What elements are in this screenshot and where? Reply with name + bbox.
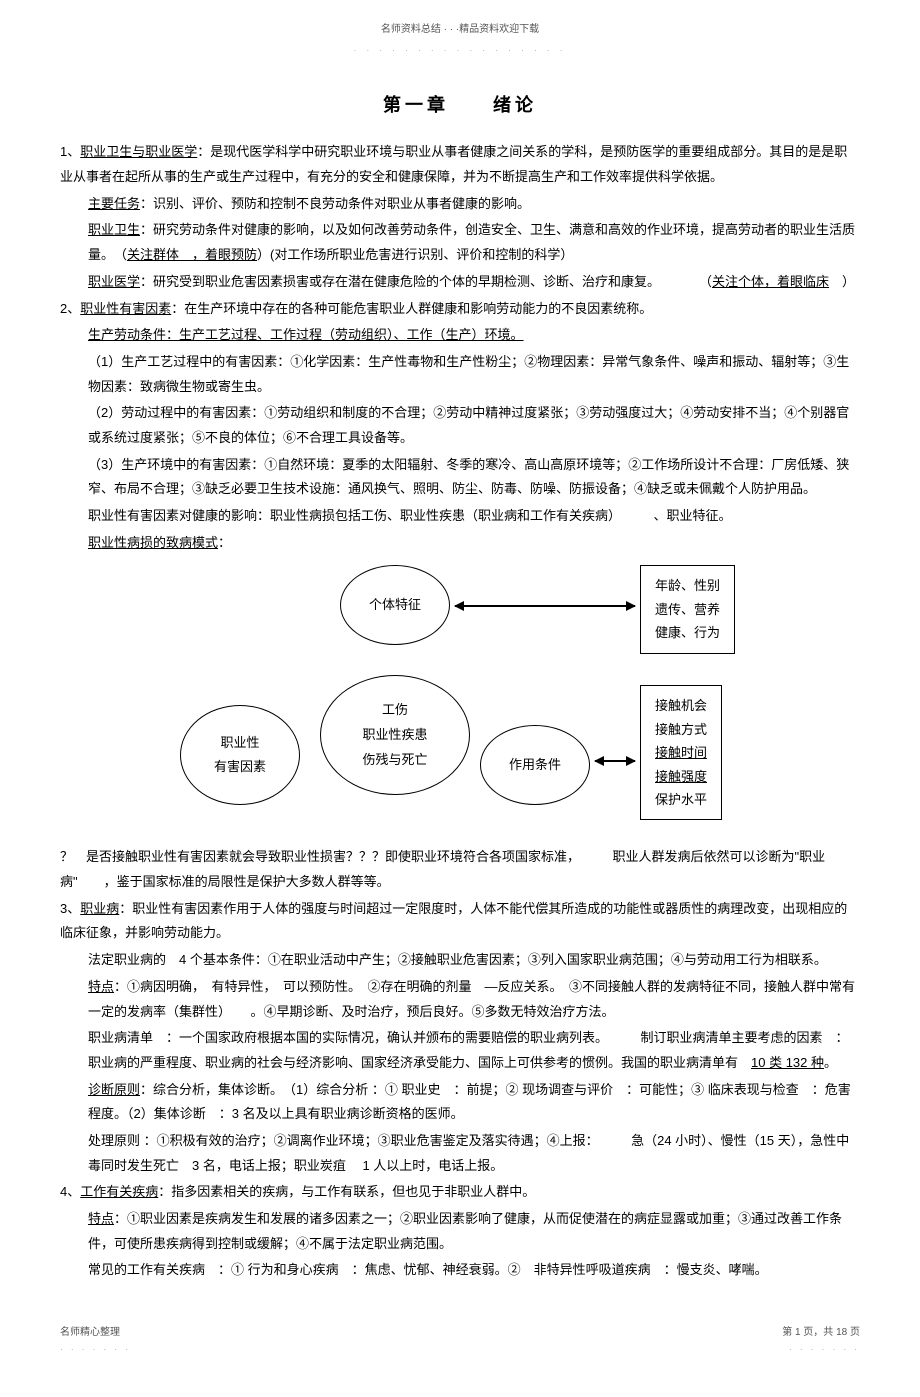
s1-main-task-label: 主要任务 (88, 196, 140, 211)
c-factor-l2: 有害因素 (214, 755, 266, 780)
circle-factor: 职业性 有害因素 (180, 705, 300, 805)
circle-individual: 个体特征 (340, 565, 450, 645)
s3-list1: 职业病清单 ：一个国家政府根据本国的实际情况，确认并颁布的需要赔偿的职业病列表。… (88, 1030, 849, 1070)
section4: 4、工作有关疾病：指多因素相关的疾病，与工作有联系，但也见于非职业人群中。 (60, 1180, 860, 1205)
box2-l4: 接触强度 (655, 765, 707, 788)
s2-cond: 生产劳动条件：生产工艺过程、工作过程（劳动组织）、工作（生产）环境。 (60, 323, 860, 348)
s3-treat: 处理原则 ：①积极有效的治疗；②调离作业环境；③职业危害鉴定及落实待遇；④上报：… (60, 1129, 860, 1178)
s4-feat-text: ：①职业因素是疾病发生和发展的诸多因素之一；②职业因素影响了健康，从而促使潜在的… (88, 1211, 842, 1251)
box-attributes: 年龄、性别 遗传、营养 健康、行为 (640, 565, 735, 653)
s3-feat: 特点：①病因明确， 有特异性， 可以预防性。 ②存在明确的剂量 —反应关系。 ③… (60, 975, 860, 1024)
s1-om-t1: ：研究受到职业危害因素损害或存在潜在健康危险的个体的早期检测、诊断、治疗和康复。… (140, 274, 712, 289)
s4-term: 工作有关疾病 (80, 1184, 158, 1199)
s4-feat: 特点：①职业因素是疾病发生和发展的诸多因素之一；②职业因素影响了健康，从而促使潜… (60, 1207, 860, 1256)
s2-model-colon: ： (218, 535, 231, 550)
s2-model-label: 职业性病损的致病模式 (88, 535, 218, 550)
arrow-condition-box2 (595, 760, 635, 762)
s1-oh-u1: 关注群体 ，着眼预防 (127, 247, 257, 262)
box2-l5: 保护水平 (655, 788, 707, 811)
s4-common: 常见的工作有关疾病 ：① 行为和身心疾病 ：焦虑、忧郁、神经衰弱。② 非特异性呼… (60, 1258, 860, 1283)
footer-left: 名师精心整理 (60, 1323, 131, 1342)
s1-om-u1: 关注个体，着眼临床 (712, 274, 829, 289)
s3-list: 职业病清单 ：一个国家政府根据本国的实际情况，确认并颁布的需要赔偿的职业病列表。… (60, 1026, 860, 1075)
s1-oh-label: 职业卫生 (88, 222, 140, 237)
s1-main-task-text: ：识别、评价、预防和控制不良劳动条件对职业从事者健康的影响。 (140, 196, 530, 211)
box2-l1: 接触机会 (655, 694, 707, 717)
s2-cond-u: ：生产工艺过程、工作过程（劳动组织）、工作（生产）环境。 (166, 327, 524, 342)
circle-injury: 工伤 职业性疾患 伤残与死亡 (320, 675, 470, 795)
s2-cond-label: 生产劳动条件 (88, 327, 166, 342)
footer-right: 第 1 页，共 18 页 (782, 1323, 860, 1342)
q-text: 是否接触职业性有害因素就会导致职业性损害？？？即使职业环境符合各项国家标准， 职… (60, 849, 825, 889)
box2-l2: 接触方式 (655, 718, 707, 741)
s2-p3: （3）生产环境中的有害因素：①自然环境：夏季的太阳辐射、冬季的寒冷、高山高原环境… (60, 453, 860, 502)
box1-l2: 遗传、营养 (655, 598, 720, 621)
box-exposure: 接触机会 接触方式 接触时间 接触强度 保护水平 (640, 685, 722, 820)
pathogenesis-diagram: 个体特征 职业性 有害因素 工伤 职业性疾患 伤残与死亡 作用条件 年龄、性别 … (140, 565, 780, 835)
s3-diag-label: 诊断原则 (88, 1082, 140, 1097)
s1-oh: 职业卫生：研究劳动条件对健康的影响，以及如何改善劳动条件，创造安全、卫生、满意和… (60, 218, 860, 267)
s2-lead: 2、 (60, 301, 80, 316)
s3-diag: 诊断原则：综合分析，集体诊断。 （1）综合分析 ：① 职业史 ：前提；② 现场调… (60, 1078, 860, 1127)
question-block: ？ 是否接触职业性有害因素就会导致职业性损害？？？即使职业环境符合各项国家标准，… (60, 845, 860, 894)
s4-feat-label: 特点 (88, 1211, 114, 1226)
box1-l3: 健康、行为 (655, 621, 720, 644)
s1-main-task: 主要任务：识别、评价、预防和控制不良劳动条件对职业从事者健康的影响。 (60, 192, 860, 217)
footer-right-dots: · · · · · · · (782, 1342, 860, 1357)
s1-om: 职业医学：研究受到职业危害因素损害或存在潜在健康危险的个体的早期检测、诊断、治疗… (60, 270, 860, 295)
circle-condition: 作用条件 (480, 725, 590, 805)
section1: 1、职业卫生与职业医学：是现代医学科学中研究职业环境与职业从事者健康之间关系的学… (60, 140, 860, 189)
s3-lead: 3、 (60, 901, 80, 916)
header-dots: · · · · · · · · · · · · · · · · · (60, 43, 860, 58)
s1-term: 职业卫生与职业医学 (80, 144, 197, 159)
q-mark: ？ (60, 849, 73, 864)
c-injury-l1: 工伤 (382, 698, 408, 723)
s2-p2: （2）劳动过程中的有害因素：①劳动组织和制度的不合理；②劳动中精神过度紧张；③劳… (60, 401, 860, 450)
box2-l3: 接触时间 (655, 741, 707, 764)
page-footer: 名师精心整理 · · · · · · · 第 1 页，共 18 页 · · · … (60, 1323, 860, 1357)
section3: 3、职业病：职业性有害因素作用于人体的强度与时间超过一定限度时，人体不能代偿其所… (60, 897, 860, 946)
s1-om-label: 职业医学 (88, 274, 140, 289)
header-line: 名师资料总结 · · ·精品资料欢迎下载 (60, 20, 860, 39)
chapter-title: 第一章 绪论 (60, 88, 860, 122)
s4-lead: 4、 (60, 1184, 80, 1199)
arrow-individual-box1 (455, 605, 635, 607)
s4-def: ：指多因素相关的疾病，与工作有联系，但也见于非职业人群中。 (158, 1184, 535, 1199)
s2-def: ：在生产环境中存在的各种可能危害职业人群健康和影响劳动能力的不良因素统称。 (171, 301, 652, 316)
footer-left-dots: · · · · · · · (60, 1342, 131, 1357)
section2: 2、职业性有害因素：在生产环境中存在的各种可能危害职业人群健康和影响劳动能力的不… (60, 297, 860, 322)
s3-list-count: 10 类 132 种 (751, 1055, 824, 1070)
s2-p1: （1）生产工艺过程中的有害因素：①化学因素：生产性毒物和生产性粉尘；②物理因素：… (60, 350, 860, 399)
c-injury-l3: 伤残与死亡 (362, 748, 427, 773)
s1-lead: 1、 (60, 144, 80, 159)
s2-model: 职业性病损的致病模式： (60, 531, 860, 556)
c-factor-l1: 职业性 (220, 731, 259, 756)
s3-diag-text: ：综合分析，集体诊断。 （1）综合分析 ：① 职业史 ：前提；② 现场调查与评价… (88, 1082, 851, 1122)
s3-feat-label: 特点 (88, 979, 114, 994)
s3-cond4: 法定职业病的 4 个基本条件：①在职业活动中产生；②接触职业危害因素；③列入国家… (60, 948, 860, 973)
s2-term: 职业性有害因素 (80, 301, 171, 316)
s1-oh-t2: ）(对工作场所职业危害进行识别、评价和控制的科学） (257, 247, 573, 262)
s2-effect: 职业性有害因素对健康的影响：职业性病损包括工伤、职业性疾患（职业病和工作有关疾病… (60, 504, 860, 529)
c-injury-l2: 职业性疾患 (362, 723, 427, 748)
s3-def: ：职业性有害因素作用于人体的强度与时间超过一定限度时，人体不能代偿其所造成的功能… (60, 901, 847, 941)
s3-feat-text: ：①病因明确， 有特异性， 可以预防性。 ②存在明确的剂量 —反应关系。 ③不同… (88, 979, 855, 1019)
s3-list-end: 。 (824, 1055, 837, 1070)
box1-l1: 年龄、性别 (655, 574, 720, 597)
s3-term: 职业病 (80, 901, 119, 916)
s1-om-t2: ） (829, 274, 855, 289)
